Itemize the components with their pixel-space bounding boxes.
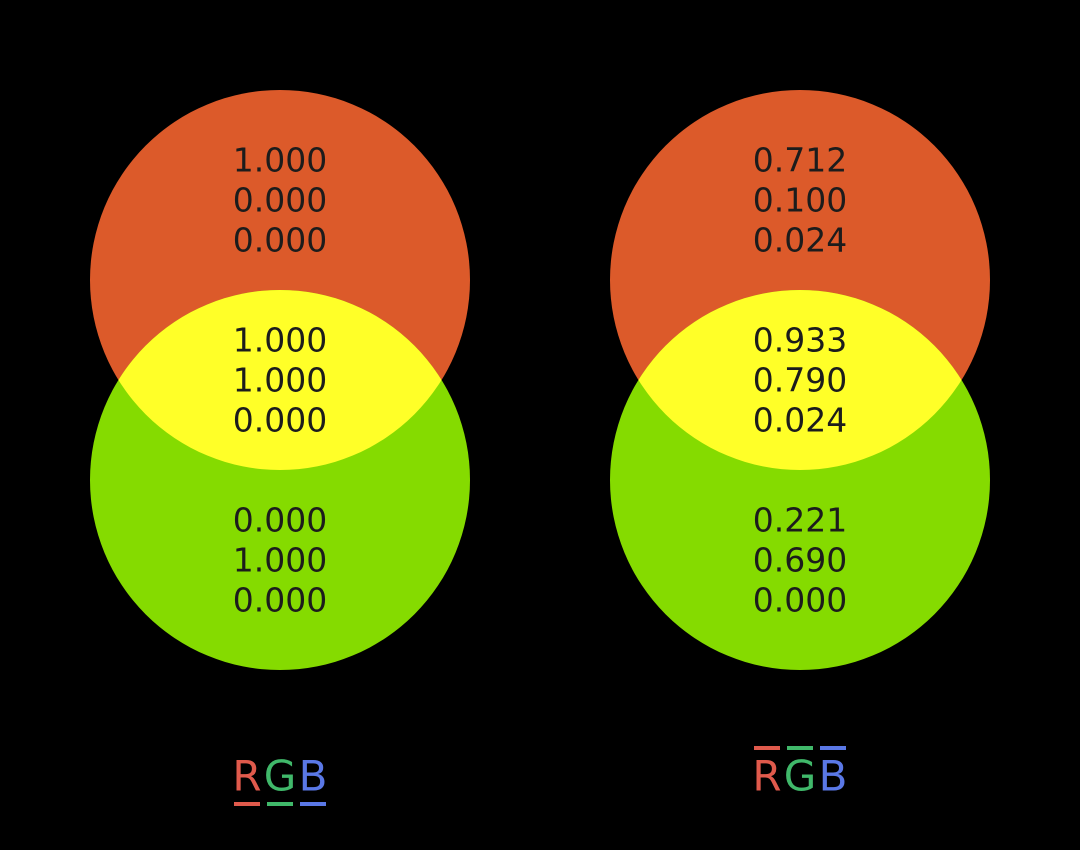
top-value-1: 1.000 — [233, 141, 327, 180]
label-letter-r: R — [232, 752, 261, 801]
overlap-region — [90, 290, 470, 470]
overlap-value-2: 0.790 — [753, 361, 847, 400]
top-value-2: 0.000 — [233, 181, 327, 220]
label-bar-g — [787, 746, 813, 750]
overlap-region — [610, 290, 990, 470]
bottom-value-1: 0.000 — [233, 501, 327, 540]
label-letter-g: G — [264, 752, 297, 801]
venn-diagram-1: 1.0000.0000.0001.0001.0000.0000.0001.000… — [90, 90, 470, 806]
venn-diagram-2: 0.7120.1000.0240.9330.7900.0240.2210.690… — [610, 90, 990, 801]
overlap-value-3: 0.024 — [753, 401, 847, 440]
label-letter-g: G — [784, 752, 817, 801]
bottom-value-3: 0.000 — [753, 581, 847, 620]
bottom-value-2: 0.690 — [753, 541, 847, 580]
label-letter-b: B — [299, 752, 328, 801]
bottom-value-2: 1.000 — [233, 541, 327, 580]
label-letter-b: B — [819, 752, 848, 801]
label-bar-b — [300, 802, 326, 806]
bottom-value-3: 0.000 — [233, 581, 327, 620]
label-letter-r: R — [752, 752, 781, 801]
top-value-1: 0.712 — [753, 141, 847, 180]
top-value-2: 0.100 — [753, 181, 847, 220]
top-value-3: 0.000 — [233, 221, 327, 260]
label-bar-g — [267, 802, 293, 806]
overlap-value-3: 0.000 — [233, 401, 327, 440]
bottom-value-1: 0.221 — [753, 501, 847, 540]
top-value-3: 0.024 — [753, 221, 847, 260]
label-bar-r — [754, 746, 780, 750]
overlap-value-2: 1.000 — [233, 361, 327, 400]
label-bar-b — [820, 746, 846, 750]
overlap-value-1: 1.000 — [233, 321, 327, 360]
overlap-value-1: 0.933 — [753, 321, 847, 360]
label-bar-r — [234, 802, 260, 806]
